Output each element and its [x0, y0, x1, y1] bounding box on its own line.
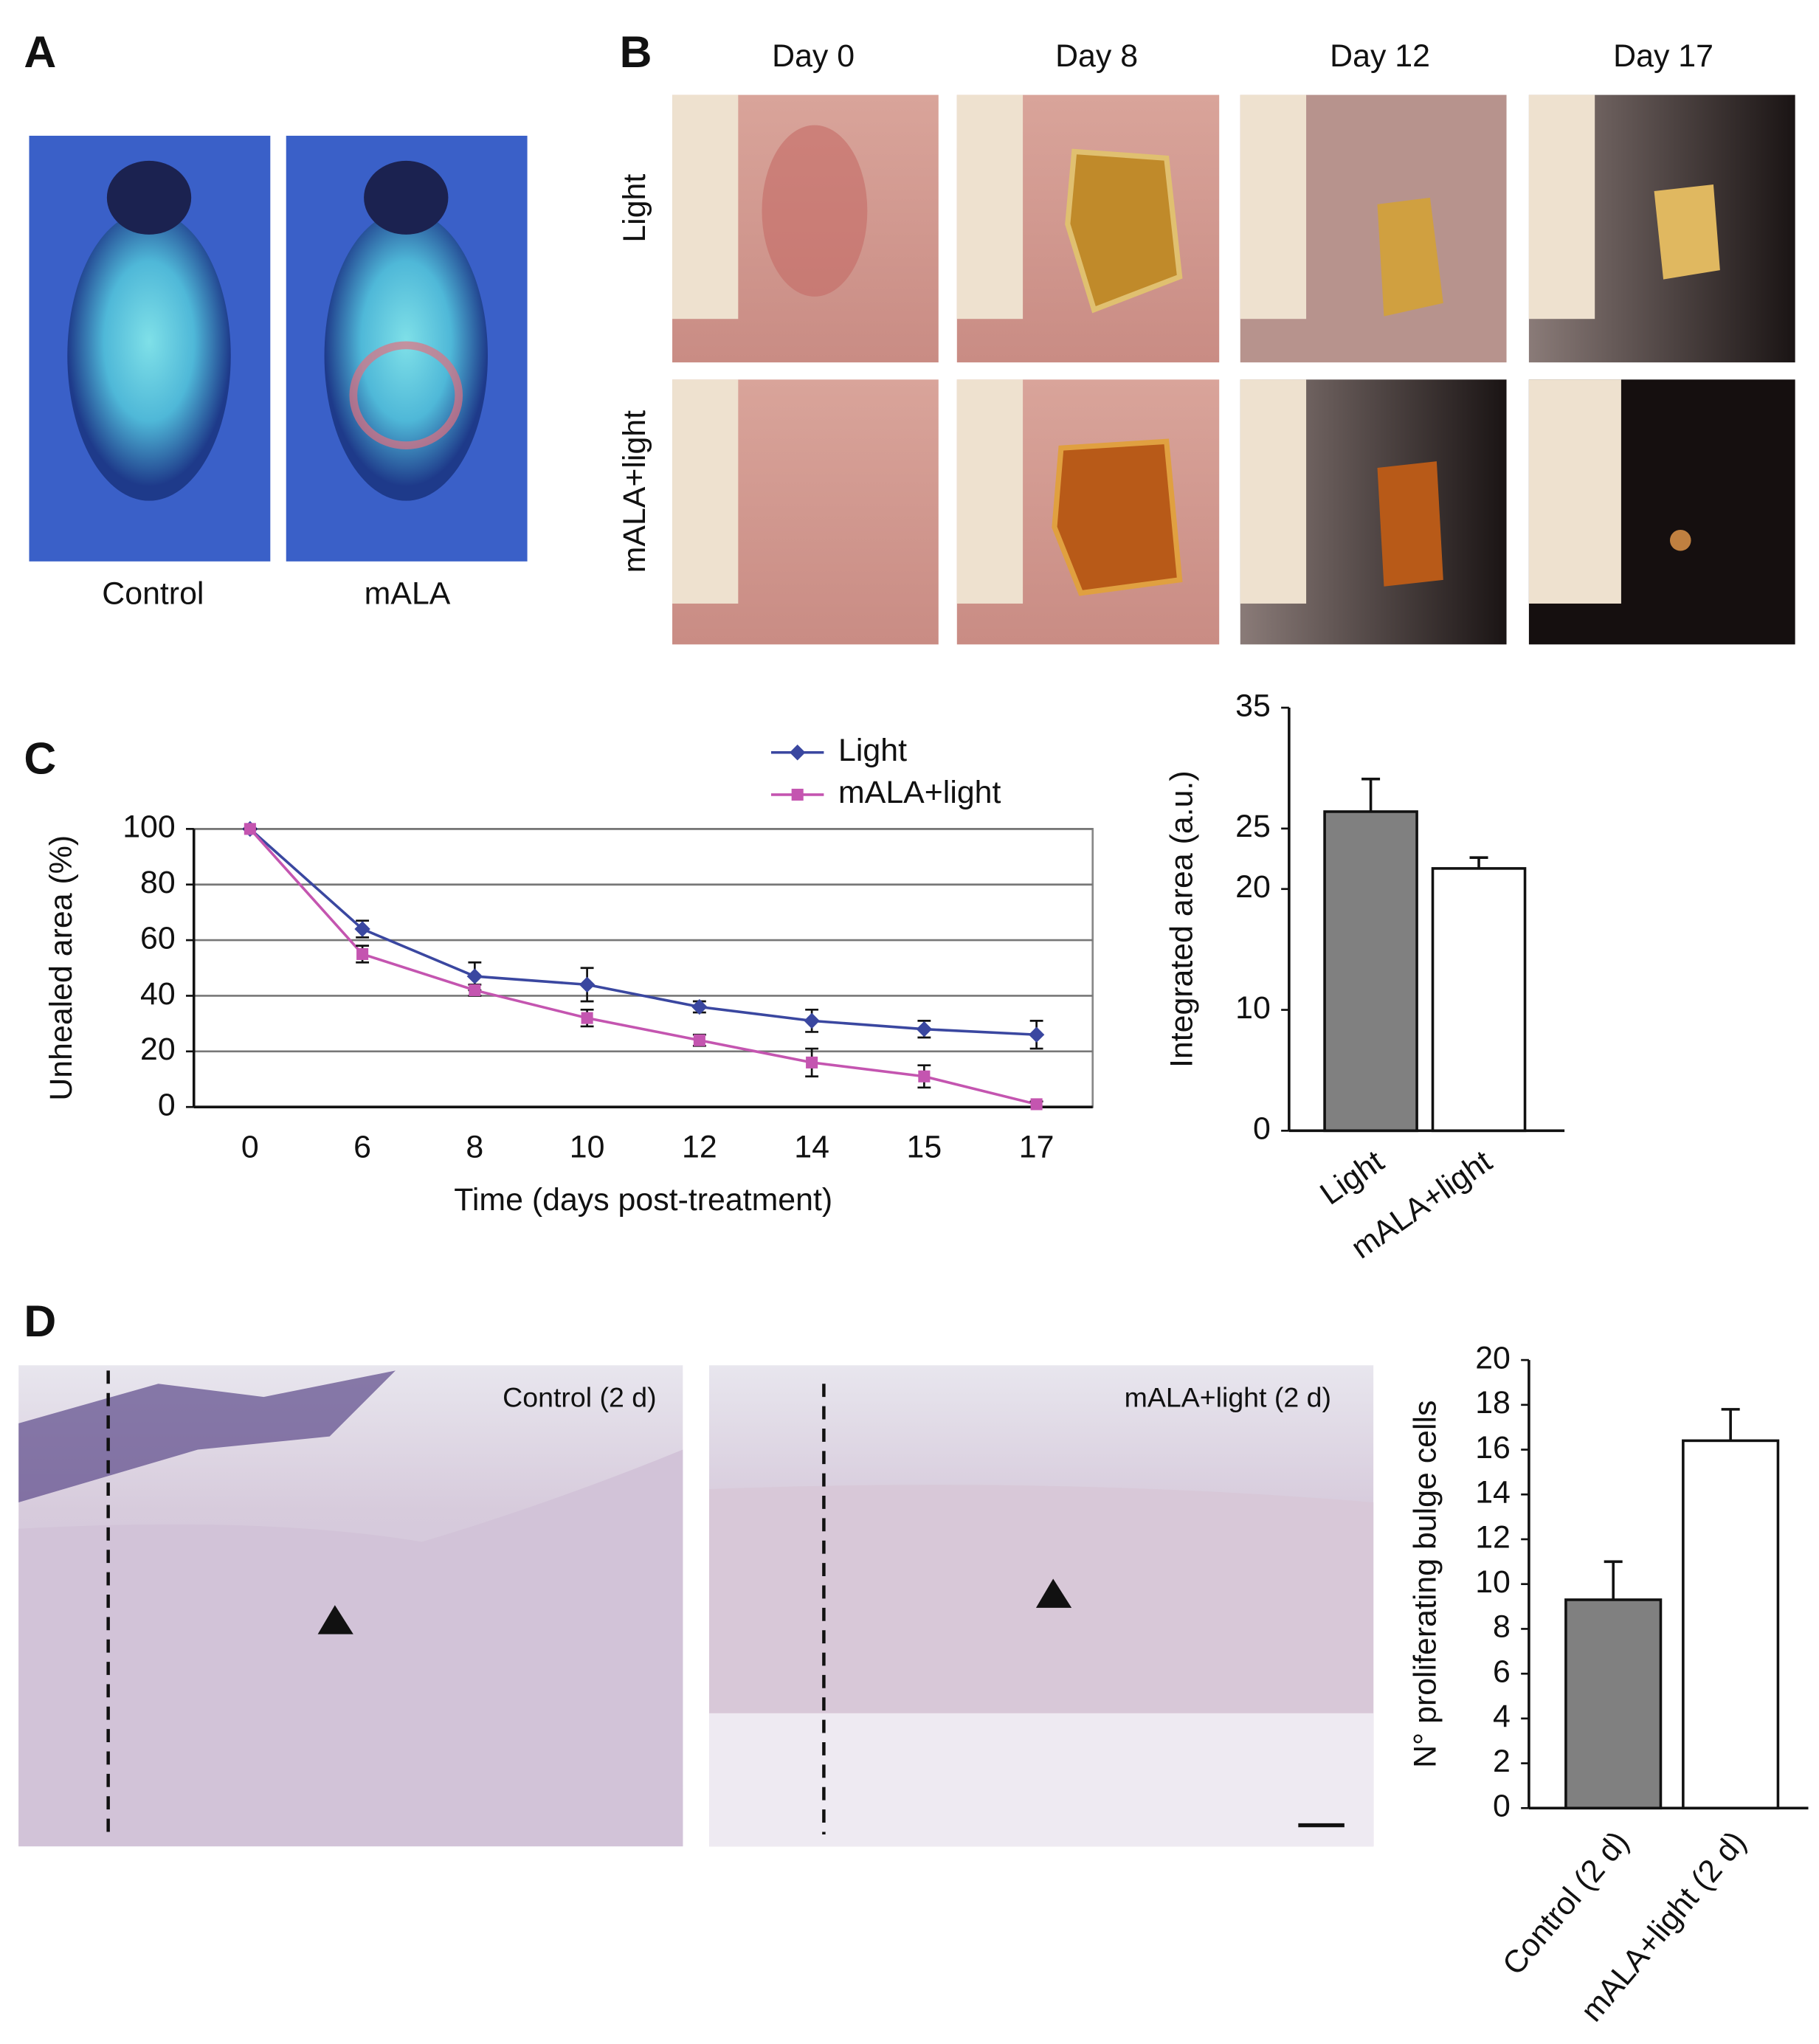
bar	[1682, 1439, 1780, 1810]
plot-frame	[193, 828, 1094, 1108]
caption: Control	[102, 576, 204, 612]
micrograph	[18, 1365, 683, 1847]
marker	[579, 976, 596, 993]
series-line	[249, 828, 1037, 1037]
marker	[1030, 1098, 1043, 1111]
x-tick-label: 6	[353, 1130, 371, 1165]
y-tick-label: 20	[140, 1032, 176, 1067]
error-bar	[1721, 1408, 1740, 1441]
x-tick-label: 12	[682, 1130, 717, 1165]
panel-label: B	[620, 27, 652, 77]
column-header: Day 0	[772, 38, 855, 74]
marker	[469, 984, 481, 996]
y-tick-label: 6	[1493, 1654, 1511, 1689]
x-tick-label: 8	[466, 1130, 483, 1165]
caption: mALA	[365, 576, 451, 612]
y-tick-label: 60	[140, 920, 176, 956]
caption: Control (2 d)	[503, 1382, 656, 1413]
y-tick-label: 18	[1475, 1385, 1511, 1420]
x-tick-label: 15	[907, 1130, 942, 1165]
x-tick-label: 14	[794, 1130, 829, 1165]
y-tick-label: 25	[1235, 809, 1271, 844]
photo-grid	[672, 94, 1795, 645]
y-tick-label: 0	[158, 1088, 176, 1123]
y-tick-label: 10	[1475, 1564, 1511, 1600]
marker	[918, 1070, 931, 1083]
panel-label: C	[24, 733, 56, 783]
y-tick-label: 12	[1475, 1519, 1511, 1555]
y-axis-label: Integrated area (a.u.)	[1164, 770, 1199, 1068]
series-line	[249, 828, 1038, 1106]
photo	[29, 135, 271, 562]
y-tick-label: 20	[1475, 1340, 1511, 1375]
y-axis-label: N° proliferating bulge cells	[1408, 1401, 1443, 1768]
marker	[693, 1034, 705, 1046]
x-tick-label: 10	[570, 1130, 605, 1165]
y-tick-label: 10	[1235, 990, 1271, 1026]
legend-label: mALA+light	[838, 775, 1001, 810]
panel-label: D	[24, 1296, 56, 1346]
bar	[1323, 810, 1418, 1133]
y-tick-label: 16	[1475, 1430, 1511, 1465]
y-tick-label: 0	[1493, 1789, 1511, 1824]
y-tick-label: 8	[1493, 1609, 1511, 1645]
y-tick-label: 2	[1493, 1744, 1511, 1779]
column-header: Day 8	[1055, 38, 1138, 74]
x-axis-label: Time (days post-treatment)	[454, 1182, 832, 1218]
marker	[691, 998, 708, 1015]
row-header: Light	[617, 174, 652, 243]
caption: mALA+light (2 d)	[1125, 1382, 1331, 1413]
row-header: mALA+light	[617, 410, 652, 573]
column-header: Day 12	[1330, 38, 1430, 74]
marker	[356, 947, 369, 960]
marker	[806, 1056, 818, 1068]
micrograph	[709, 1365, 1374, 1847]
y-tick-label: 80	[140, 865, 176, 900]
y-axis-label: Unhealed area (%)	[44, 835, 79, 1101]
error-bar	[1604, 1560, 1623, 1600]
x-tick-label: 17	[1019, 1130, 1055, 1165]
bar	[1431, 867, 1527, 1133]
legend-marker	[791, 788, 804, 801]
marker	[1028, 1026, 1045, 1043]
error-bar	[1469, 856, 1488, 869]
y-tick-label: 20	[1235, 869, 1271, 905]
marker	[804, 1012, 820, 1029]
photo	[286, 135, 528, 562]
marker	[916, 1021, 933, 1037]
y-tick-label: 4	[1493, 1699, 1511, 1734]
x-tick-label: 0	[241, 1130, 259, 1165]
panel-label: A	[24, 27, 56, 77]
column-header: Day 17	[1613, 38, 1713, 74]
y-tick-label: 14	[1475, 1475, 1511, 1510]
y-tick-label: 0	[1253, 1111, 1271, 1147]
marker	[244, 823, 256, 835]
marker	[581, 1012, 593, 1024]
y-tick-label: 35	[1235, 688, 1271, 723]
y-tick-label: 100	[122, 809, 176, 845]
error-bar	[1361, 777, 1381, 812]
marker	[466, 968, 483, 984]
y-tick-label: 40	[140, 976, 176, 1012]
bar	[1564, 1598, 1663, 1810]
x-tick-label: Light	[1314, 1144, 1390, 1212]
legend-marker	[789, 745, 806, 761]
legend-label: Light	[838, 733, 907, 768]
